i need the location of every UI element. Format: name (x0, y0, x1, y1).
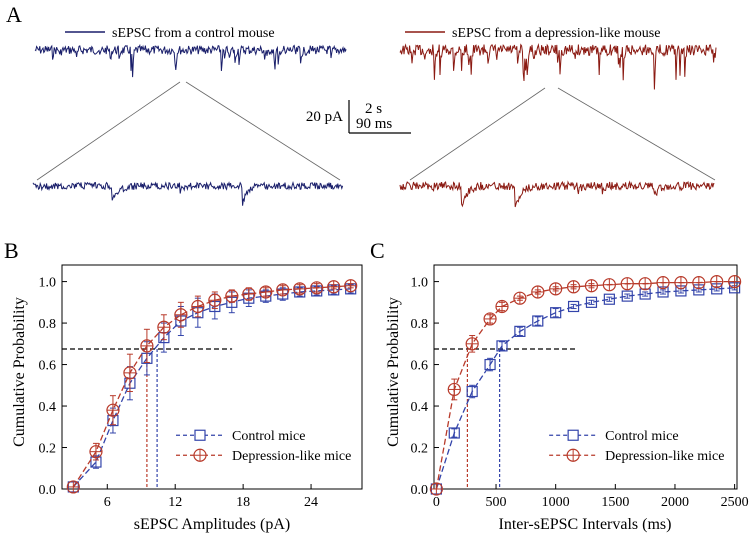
y-tick-label: 0.6 (411, 359, 429, 374)
legend-label-control: Control mice (605, 429, 679, 444)
chart-b-ylabel: Cumulative Probability (11, 297, 28, 447)
data-point-control (585, 296, 598, 308)
x-tick-label: 18 (236, 495, 250, 510)
y-tick-label: 0.0 (411, 483, 429, 498)
data-point-control (466, 385, 478, 398)
y-tick-label: 0.4 (39, 400, 57, 415)
x-tick-label: 12 (168, 495, 182, 510)
x-tick-label: 6 (104, 495, 111, 510)
y-tick-label: 0.0 (39, 483, 57, 498)
x-tick-label: 24 (304, 495, 318, 510)
chart-b-frame (61, 264, 363, 490)
legend-label-depression: Depression-like mice (232, 449, 351, 464)
zoom-line-depression-left (409, 87, 546, 181)
data-point-control (448, 427, 460, 439)
y-tick-label: 0.2 (39, 442, 57, 457)
panel-label-b: B (4, 238, 19, 263)
chart-c-ylabel: Cumulative Probability (385, 297, 402, 447)
zoom-line-control-left (36, 81, 181, 181)
chart-b-plot: 0.0 0.2 0.4 0.6 0.8 1.0 6 12 18 24 Control mice Dep… (39, 264, 363, 510)
panel-a: A sEPSC from a control mouse sEPSC from … (6, 2, 717, 208)
legend-control-trace: sEPSC from a control mouse (112, 26, 275, 41)
legend-marker-control (567, 429, 579, 441)
legend-depression-trace: sEPSC from a depression-like mouse (452, 26, 660, 41)
scale-amplitude-label: 20 pA (306, 109, 343, 125)
chart-b: B 0.0 0.2 0.4 0.6 0.8 1.0 6 12 18 24 Control mice D… (4, 238, 363, 533)
depression-trace-long (399, 43, 717, 90)
data-point-control (532, 315, 544, 327)
chart-c-frame (433, 264, 738, 490)
chart-c-xlabel: Inter-sEPSC Intervals (ms) (499, 516, 672, 533)
chart-c: C 0.0 0.2 0.4 0.6 0.8 1.0 0 500 1000 1500 2000 2500… (370, 238, 749, 533)
data-point-control (567, 300, 580, 313)
data-point-control (484, 358, 496, 371)
control-trace-zoom (32, 180, 344, 206)
panel-label-c: C (370, 238, 385, 263)
data-point-control (621, 290, 633, 302)
x-tick-label: 2500 (721, 495, 749, 510)
depression-trace-zoom (399, 180, 715, 208)
control-trace-long (34, 43, 347, 78)
legend-label-depression: Depression-like mice (605, 449, 724, 464)
legend-marker-control (194, 429, 206, 441)
x-tick-label: 0 (433, 495, 440, 510)
x-tick-label: 2000 (661, 495, 689, 510)
y-tick-label: 1.0 (411, 276, 429, 291)
legend-label-control: Control mice (232, 429, 306, 444)
panel-label-a: A (6, 2, 22, 27)
x-tick-label: 1500 (601, 495, 629, 510)
data-point-control (550, 307, 562, 319)
scale-time-long-label: 2 s (365, 101, 382, 117)
y-tick-label: 0.8 (411, 317, 429, 332)
chart-c-plot: 0.0 0.2 0.4 0.6 0.8 1.0 0 500 1000 1500 2000 2500 Co… (411, 264, 749, 510)
scale-time-short-label: 90 ms (356, 116, 392, 132)
chart-b-xlabel: sEPSC Amplitudes (pA) (134, 516, 290, 533)
data-point-control (496, 340, 508, 352)
zoom-line-depression-right (557, 87, 716, 181)
data-point-control (603, 293, 615, 305)
y-tick-label: 0.2 (411, 442, 429, 457)
y-tick-label: 0.6 (39, 359, 57, 374)
x-tick-label: 1000 (542, 495, 570, 510)
y-tick-label: 1.0 (39, 276, 57, 291)
y-tick-label: 0.4 (411, 400, 429, 415)
data-point-control (514, 325, 526, 337)
x-tick-label: 500 (486, 495, 507, 510)
y-tick-label: 0.8 (39, 317, 57, 332)
zoom-line-control-right (185, 81, 341, 181)
